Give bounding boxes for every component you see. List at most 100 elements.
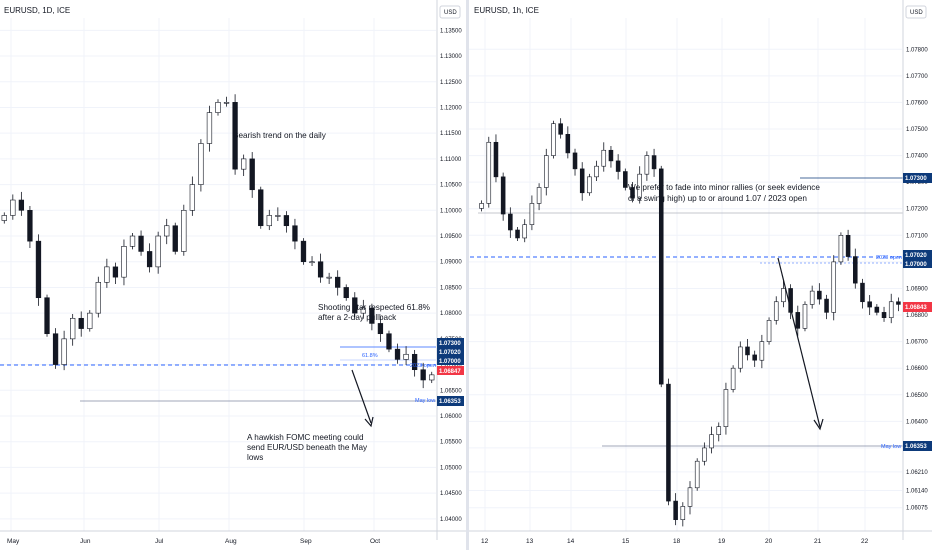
right-candle	[644, 151, 650, 181]
right-candle	[853, 248, 858, 289]
right-candle	[623, 168, 628, 191]
left-candle	[44, 294, 50, 337]
left-price-tick-15: 1.06000	[440, 414, 462, 420]
right-price-scale[interactable]: 1.07800 1.07700 1.07600 1.07500 1.07400 1.073…	[906, 47, 928, 511]
left-tag-1: 1.07300	[439, 341, 461, 347]
right-price-tick-14: 1.06400	[906, 419, 928, 425]
left-candle	[292, 218, 298, 250]
left-candle	[326, 272, 332, 285]
left-price-tick-9: 1.09000	[440, 260, 462, 266]
right-candle	[529, 195, 535, 231]
right-time-tick-4: 18	[673, 538, 681, 545]
right-candle	[723, 382, 729, 435]
left-candle	[232, 94, 238, 175]
left-tag-1-bg	[437, 338, 464, 347]
annotation-bearish-trend: Bearish trend on the daily	[233, 131, 327, 140]
right-candle	[752, 350, 757, 367]
right-candle	[888, 293, 894, 324]
left-candle	[104, 258, 110, 288]
annotation-fade-line1: We prefer to fade into minor rallies (or…	[628, 183, 820, 192]
left-currency-label: USD	[444, 10, 457, 16]
right-time-scale[interactable]: 12 13 14 15 18 19 20 21 22	[481, 538, 869, 545]
left-price-tick-11: 1.08000	[440, 311, 462, 317]
right-candle	[838, 232, 844, 265]
right-candle	[738, 341, 743, 373]
right-candle	[874, 304, 880, 316]
right-candle	[666, 378, 671, 506]
left-price-tick-6: 1.10500	[440, 183, 462, 189]
left-tag-2: 1.07020	[439, 350, 461, 356]
left-price-tick-7: 1.10000	[440, 208, 462, 214]
right-candle	[802, 301, 808, 332]
right-price-tick-3: 1.07500	[906, 127, 928, 133]
right-candle	[493, 134, 499, 183]
left-candle	[87, 310, 93, 332]
right-currency-button[interactable]	[905, 5, 927, 19]
right-candle	[486, 136, 492, 208]
right-candle	[766, 317, 772, 345]
left-candle	[18, 191, 25, 216]
right-candle	[817, 283, 822, 305]
right-candle	[572, 148, 578, 176]
left-price-tick-13: 1.07000	[440, 363, 462, 369]
left-price-tick-18: 1.04500	[440, 491, 462, 497]
left-price-tick-16: 1.05500	[440, 440, 462, 446]
right-candle	[594, 160, 599, 182]
left-symbol-title[interactable]: EURUSD, 1D, ICE	[4, 6, 70, 15]
right-time-tick-6: 20	[765, 538, 773, 545]
left-candle	[121, 239, 127, 286]
right-candle	[608, 146, 614, 168]
left-time-tick-2: Jul	[155, 538, 164, 545]
right-candle	[730, 365, 736, 393]
right-candle	[515, 227, 520, 241]
right-candle	[709, 426, 714, 454]
left-candle	[394, 343, 401, 364]
right-candle	[867, 295, 872, 316]
right-candle	[558, 118, 563, 139]
left-candle	[283, 211, 290, 233]
left-candle	[249, 152, 255, 198]
left-candle	[1, 212, 7, 224]
left-tag-may-low: 1.06353	[439, 399, 461, 405]
right-symbol-title[interactable]: EURUSD, 1h, ICE	[474, 6, 539, 15]
left-tag-3: 1.07000	[439, 359, 461, 365]
right-candle	[831, 255, 837, 321]
left-price-tick-3: 1.12000	[440, 105, 462, 111]
left-candle	[240, 154, 247, 177]
left-candle	[266, 209, 272, 231]
left-candle	[411, 349, 418, 377]
left-candle	[377, 316, 384, 342]
annotation-fomc-line2: send EUR/USD beneath the May	[247, 443, 368, 452]
panel-divider[interactable]	[466, 0, 469, 550]
left-candle	[317, 253, 324, 283]
right-price-tick-1: 1.07700	[906, 74, 928, 80]
left-candle	[181, 204, 187, 256]
left-price-scale[interactable]: 1.13500 1.13000 1.12500 1.12000 1.11500 1.110…	[440, 28, 462, 522]
right-candle	[551, 120, 556, 159]
right-price-tick-2: 1.07600	[906, 100, 928, 106]
right-candle	[824, 294, 829, 320]
left-price-tick-10: 1.08500	[440, 285, 462, 291]
left-candles	[1, 94, 435, 389]
left-currency-button[interactable]	[439, 5, 461, 19]
right-candle	[587, 173, 592, 196]
right-candle	[579, 162, 585, 201]
right-candle	[795, 305, 801, 337]
left-price-tick-2: 1.12500	[440, 80, 462, 86]
left-candle	[146, 243, 153, 273]
right-candle	[615, 154, 621, 180]
right-candles	[479, 118, 901, 527]
right-open-label: 2023 open	[876, 255, 902, 261]
right-price-tick-0: 1.07800	[906, 47, 928, 53]
left-time-tick-0: May	[7, 538, 20, 545]
left-candle	[70, 313, 76, 346]
left-candle	[223, 96, 230, 107]
right-price-tick-4: 1.07400	[906, 154, 928, 160]
right-price-tick-12: 1.06600	[906, 366, 928, 372]
left-candle	[360, 299, 366, 319]
right-candle	[630, 181, 635, 203]
left-time-scale[interactable]: May Jun Jul Aug Sep Oct	[7, 538, 380, 545]
right-candle	[702, 442, 707, 466]
right-price-tick-7: 1.07100	[906, 233, 928, 239]
left-price-tick-0: 1.13500	[440, 28, 462, 34]
